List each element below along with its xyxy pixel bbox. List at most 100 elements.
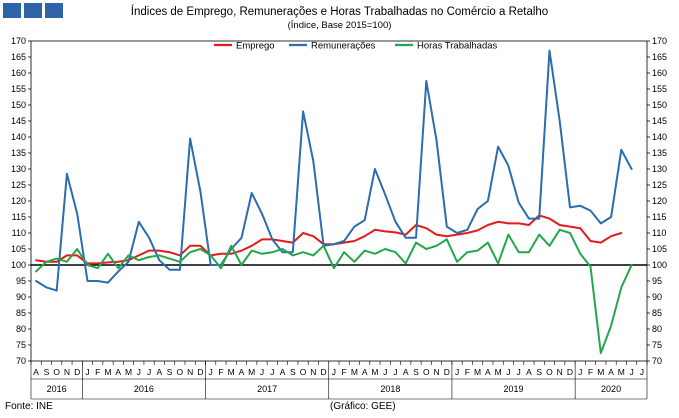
y-tick-label-left: 80	[16, 324, 26, 334]
x-tick-label: S	[536, 367, 542, 377]
x-tick-label: D	[444, 367, 450, 377]
x-tick-label: D	[74, 367, 80, 377]
x-tick-label: A	[115, 367, 121, 377]
x-tick-label: N	[187, 367, 193, 377]
x-tick-label: M	[474, 367, 481, 377]
legend-label: Emprego	[236, 41, 275, 52]
x-tick-label: N	[557, 367, 563, 377]
y-tick-label-right: 155	[652, 84, 667, 94]
x-tick-label: M	[597, 367, 604, 377]
y-tick-label-right: 160	[652, 68, 667, 78]
series-line-horas-trabalhadas	[35, 228, 633, 354]
x-tick-label: O	[177, 367, 184, 377]
year-label: 2018	[380, 384, 400, 394]
x-tick-label: F	[218, 367, 223, 377]
x-tick-label: F	[95, 367, 100, 377]
x-tick-label: J	[383, 367, 387, 377]
x-tick-label: F	[588, 367, 593, 377]
x-tick-label: F	[465, 367, 470, 377]
x-tick-label: A	[33, 367, 39, 377]
y-tick-label-left: 90	[16, 292, 26, 302]
x-tick-label: F	[342, 367, 347, 377]
x-tick-label: M	[248, 367, 255, 377]
x-tick-label: M	[104, 367, 111, 377]
y-tick-label-left: 115	[12, 212, 26, 222]
y-tick-label-right: 165	[652, 52, 667, 62]
x-tick-label: O	[546, 367, 553, 377]
x-tick-label: J	[455, 367, 459, 377]
x-tick-label: A	[156, 367, 162, 377]
x-tick-label: N	[433, 367, 439, 377]
x-tick-label: A	[485, 367, 491, 377]
y-tick-label-right: 150	[652, 100, 667, 110]
y-tick-label-left: 160	[11, 68, 26, 78]
year-label: 2020	[601, 384, 621, 394]
y-tick-label-right: 140	[652, 132, 667, 142]
y-tick-label-right: 145	[652, 116, 667, 126]
source-note: Fonte: INE	[5, 401, 53, 412]
legend-label: Remunerações	[311, 41, 376, 52]
y-tick-label-left: 130	[11, 164, 26, 174]
chart-credit: (Gráfico: GEE)	[330, 401, 396, 412]
y-tick-label-right: 85	[652, 308, 662, 318]
x-tick-label: J	[506, 367, 510, 377]
y-tick-label-right: 115	[652, 212, 666, 222]
x-tick-label: M	[618, 367, 625, 377]
x-tick-label: J	[260, 367, 264, 377]
y-tick-label-left: 70	[16, 356, 26, 366]
series-group	[35, 49, 633, 354]
axes: 70 70 75 75 80 80 85 85 90 90 95 95 100 100 105 105 110 1…	[11, 36, 667, 400]
y-tick-label-right: 90	[652, 292, 662, 302]
chart-title: Índices de Emprego, Remunerações e Horas…	[130, 6, 549, 18]
y-tick-label-right: 95	[652, 276, 662, 286]
year-label: 2016	[134, 384, 154, 394]
y-tick-label-right: 125	[652, 180, 667, 190]
year-label: 2017	[257, 384, 277, 394]
brand-logo	[3, 3, 63, 18]
logo-square	[3, 3, 21, 18]
x-tick-label: J	[578, 367, 582, 377]
y-tick-label-right: 120	[652, 196, 667, 206]
year-label: 2016	[47, 384, 67, 394]
y-tick-label-left: 170	[11, 36, 26, 46]
logo-square	[24, 3, 42, 18]
y-tick-label-right: 75	[652, 340, 662, 350]
x-tick-label: M	[495, 367, 502, 377]
x-tick-label: D	[321, 367, 327, 377]
y-tick-label-right: 80	[652, 324, 662, 334]
x-tick-label: M	[125, 367, 132, 377]
y-tick-label-left: 150	[11, 100, 26, 110]
logo-square	[45, 3, 63, 18]
x-tick-label: A	[403, 367, 409, 377]
y-tick-label-left: 120	[11, 196, 26, 206]
x-tick-label: O	[423, 367, 430, 377]
x-tick-label: J	[393, 367, 397, 377]
x-tick-label: M	[228, 367, 235, 377]
x-tick-label: J	[640, 367, 644, 377]
x-tick-label: S	[290, 367, 296, 377]
x-tick-label: O	[300, 367, 307, 377]
x-tick-label: N	[310, 367, 316, 377]
x-tick-label: J	[147, 367, 151, 377]
x-tick-label: S	[167, 367, 173, 377]
y-tick-label-left: 155	[11, 84, 26, 94]
x-tick-label: N	[64, 367, 70, 377]
year-label: 2019	[504, 384, 524, 394]
y-tick-label-left: 125	[11, 180, 26, 190]
y-tick-label-right: 110	[652, 228, 666, 238]
y-tick-label-right: 70	[652, 356, 662, 366]
x-tick-label: S	[44, 367, 50, 377]
x-tick-label: J	[85, 367, 89, 377]
x-tick-label: J	[137, 367, 141, 377]
y-tick-label-left: 145	[11, 116, 26, 126]
x-tick-label: M	[351, 367, 358, 377]
y-tick-label-right: 135	[652, 148, 667, 158]
x-tick-label: A	[526, 367, 532, 377]
x-tick-label: J	[332, 367, 336, 377]
chart-subtitle: (Índice, Base 2015=100)	[287, 20, 392, 31]
y-tick-label-left: 135	[11, 148, 26, 158]
y-tick-label-right: 105	[652, 244, 667, 254]
x-tick-label: J	[270, 367, 274, 377]
x-tick-label: A	[608, 367, 614, 377]
